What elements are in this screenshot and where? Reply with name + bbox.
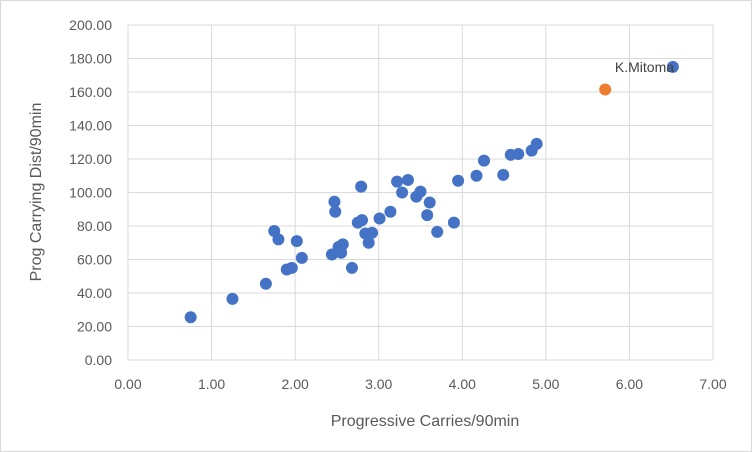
data-point — [226, 292, 239, 305]
y-tick-label: 160.00 — [69, 84, 112, 100]
y-tick-label: 100.00 — [69, 185, 112, 201]
data-point — [336, 238, 349, 251]
data-point — [421, 209, 434, 222]
x-tick-label: 0.00 — [114, 376, 141, 392]
data-point — [329, 205, 342, 218]
x-tick-label: 3.00 — [365, 376, 392, 392]
y-tick-label: 120.00 — [69, 151, 112, 167]
data-point — [470, 169, 483, 182]
data-point — [259, 277, 272, 290]
y-tick-label: 0.00 — [85, 352, 112, 368]
x-tick-label: 2.00 — [282, 376, 309, 392]
x-tick-label: 6.00 — [616, 376, 643, 392]
data-point — [512, 147, 525, 160]
data-point — [666, 60, 679, 73]
x-tick-label: 7.00 — [699, 376, 726, 392]
data-point — [290, 235, 303, 248]
y-tick-label: 60.00 — [77, 252, 112, 268]
data-points — [184, 60, 679, 324]
x-tick-label: 1.00 — [198, 376, 225, 392]
y-tick-label: 140.00 — [69, 118, 112, 134]
y-tick-label: 200.00 — [69, 17, 112, 33]
data-point — [362, 236, 375, 249]
data-point — [373, 212, 386, 225]
y-tick-label: 40.00 — [77, 285, 112, 301]
annotations: K.Mitoma — [615, 59, 674, 75]
data-point — [414, 185, 427, 198]
point-annotation: K.Mitoma — [615, 59, 674, 75]
y-axis-title: Prog Carrying Dist/90min — [28, 103, 45, 282]
data-point — [401, 173, 414, 186]
data-point — [272, 233, 285, 246]
data-point — [447, 216, 460, 229]
data-point — [285, 261, 298, 274]
data-point — [356, 214, 368, 227]
data-point — [391, 175, 404, 188]
data-point — [184, 311, 197, 324]
x-tick-labels: 0.00 1.00 2.00 3.00 4.00 5.00 6.00 7.00 — [114, 376, 726, 392]
x-axis-title: Progressive Carries/90min — [331, 413, 520, 430]
data-point — [366, 226, 379, 239]
data-point — [452, 174, 465, 187]
data-point — [295, 251, 308, 264]
data-point — [345, 261, 358, 274]
data-point — [328, 195, 341, 208]
data-point — [396, 186, 409, 199]
y-tick-label: 80.00 — [77, 218, 112, 234]
data-point — [423, 196, 436, 209]
data-point — [431, 225, 444, 238]
data-point — [478, 154, 491, 167]
highlight-point — [599, 83, 612, 96]
y-tick-labels: 0.00 20.00 40.00 60.00 80.00 100.00 120.00 140.… — [69, 17, 112, 368]
data-point — [384, 205, 397, 218]
y-tick-label: 20.00 — [77, 319, 112, 335]
data-point — [530, 137, 543, 150]
data-point — [355, 180, 368, 193]
x-tick-label: 5.00 — [532, 376, 559, 392]
data-point — [497, 168, 510, 181]
y-tick-label: 180.00 — [69, 51, 112, 67]
x-tick-label: 4.00 — [449, 376, 476, 392]
